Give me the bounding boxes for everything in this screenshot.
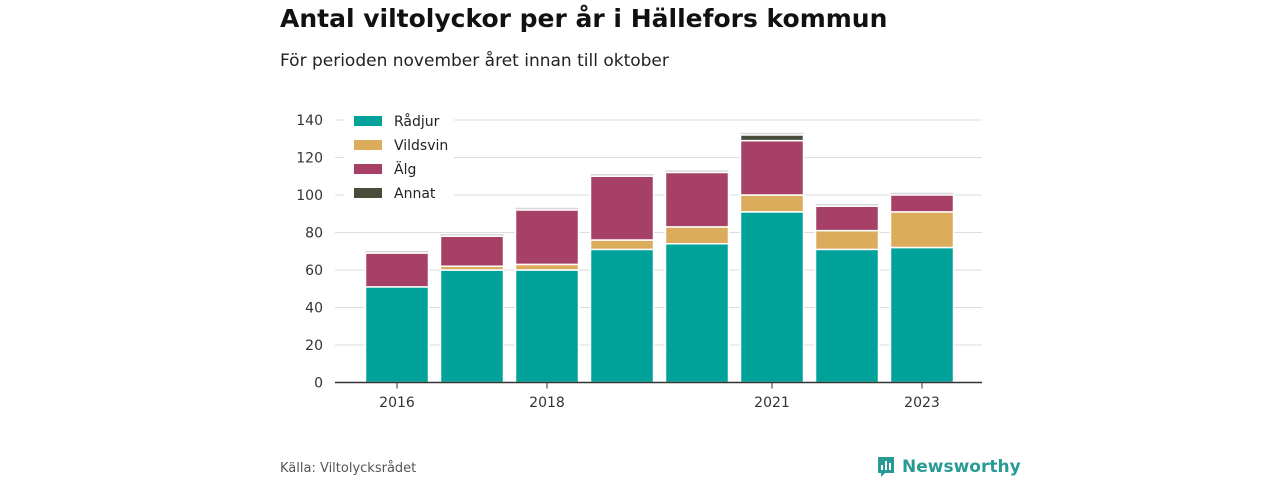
y-tick-label: 100	[296, 188, 323, 204]
bar-segment	[664, 243, 730, 384]
newsworthy-logo-icon	[878, 457, 894, 477]
y-tick-label: 0	[314, 376, 323, 392]
x-tick-label: 2023	[904, 395, 940, 411]
bar-segment	[814, 229, 880, 251]
bar-segment	[589, 248, 655, 384]
newsworthy-logo: Newsworthy	[876, 455, 1021, 479]
bar-segment	[889, 194, 955, 213]
y-tick-label: 20	[305, 338, 323, 354]
bar-segment	[514, 269, 580, 384]
legend-swatch	[354, 116, 382, 126]
bar-segment	[589, 239, 655, 251]
stacked-bar-chart: 0 20 40 60 80 100 120 140 2016 2018 2021 2023 Rådjur…	[296, 113, 982, 411]
bar-segment	[814, 205, 880, 232]
bar-segment	[364, 286, 430, 384]
bar-segment	[739, 194, 805, 213]
bar-segment	[814, 248, 880, 384]
y-tick-label: 80	[305, 226, 323, 242]
bar-segment	[514, 209, 580, 266]
y-tick-label: 120	[296, 151, 323, 167]
bar-segment	[739, 134, 805, 142]
bar-segment	[439, 235, 505, 267]
legend-swatch	[354, 140, 382, 150]
legend-swatch	[354, 188, 382, 198]
bar-segment	[664, 226, 730, 245]
legend-label: Vildsvin	[394, 138, 448, 154]
chart-subtitle: För perioden november året innan till ok…	[280, 51, 669, 71]
bar-segment	[589, 175, 655, 241]
x-tick-label: 2021	[754, 395, 790, 411]
chart-title: Antal viltolyckor per år i Hällefors kom…	[280, 4, 888, 33]
bar-segment	[439, 269, 505, 384]
bar-segment	[739, 139, 805, 196]
legend-swatch	[354, 164, 382, 174]
x-tick-label: 2018	[529, 395, 565, 411]
bar-segment	[664, 171, 730, 228]
bar-segment	[739, 211, 805, 384]
legend-label: Älg	[394, 160, 416, 178]
x-tick-label: 2016	[379, 395, 415, 411]
source-note: Källa: Viltolycksrådet	[280, 461, 417, 476]
y-tick-label: 40	[305, 301, 323, 317]
bar-segment	[364, 252, 430, 288]
newsworthy-logo-text: Newsworthy	[902, 457, 1021, 477]
legend-label: Annat	[394, 186, 436, 202]
legend-label: Rådjur	[394, 113, 440, 130]
y-tick-label: 140	[296, 113, 323, 129]
bar-segment	[889, 246, 955, 384]
y-tick-label: 60	[305, 263, 323, 279]
bar-segment	[514, 263, 580, 271]
bar-segment	[889, 211, 955, 249]
